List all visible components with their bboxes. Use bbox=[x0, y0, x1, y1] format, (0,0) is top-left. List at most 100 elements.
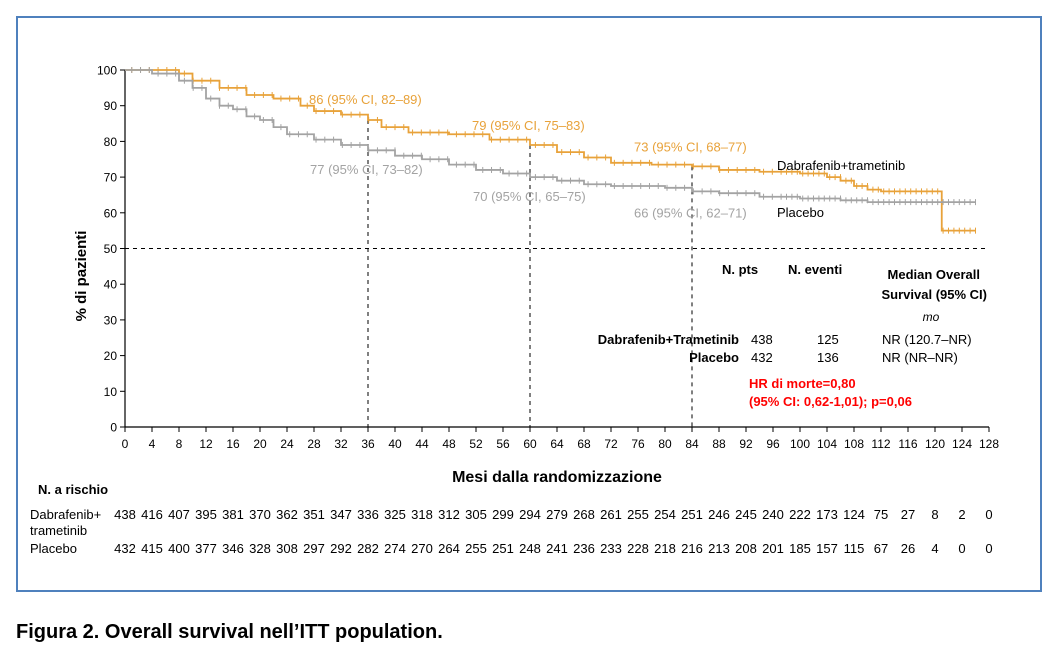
at-risk-value: 294 bbox=[519, 507, 541, 522]
y-tick-label: 80 bbox=[104, 135, 118, 149]
x-tick-label: 92 bbox=[739, 437, 753, 451]
at-risk-value: 362 bbox=[276, 507, 298, 522]
x-tick-label: 104 bbox=[817, 437, 837, 451]
at-risk-value: 0 bbox=[958, 541, 965, 556]
at-risk-value: 228 bbox=[627, 541, 649, 556]
at-risk-value: 261 bbox=[600, 507, 622, 522]
x-tick-label: 128 bbox=[979, 437, 999, 451]
ci-annotation: 73 (95% CI, 68–77) bbox=[634, 139, 747, 154]
y-tick-label: 60 bbox=[104, 206, 118, 220]
at-risk-value: 251 bbox=[681, 507, 703, 522]
x-tick-label: 60 bbox=[523, 437, 537, 451]
at-risk-value: 8 bbox=[931, 507, 938, 522]
y-tick-label: 40 bbox=[104, 278, 118, 292]
x-tick-label: 76 bbox=[631, 437, 645, 451]
summary-table: N. pts N. eventi Median Overall Survival… bbox=[598, 262, 987, 365]
at-risk-value: 264 bbox=[438, 541, 460, 556]
x-tick-label: 108 bbox=[844, 437, 864, 451]
at-risk-values: 438 416 407 395 381 370 362 351 347 336 325 318 312 3… bbox=[114, 507, 992, 556]
y-tick-label: 0 bbox=[110, 421, 117, 435]
at-risk-value: 395 bbox=[195, 507, 217, 522]
at-risk-value: 297 bbox=[303, 541, 325, 556]
at-risk-value: 222 bbox=[789, 507, 811, 522]
ci-annotation: 86 (95% CI, 82–89) bbox=[309, 92, 422, 107]
at-risk-value: 185 bbox=[789, 541, 811, 556]
at-risk-value: 67 bbox=[874, 541, 888, 556]
at-risk-value: 347 bbox=[330, 507, 352, 522]
at-risk-value: 75 bbox=[874, 507, 888, 522]
at-risk-value: 292 bbox=[330, 541, 352, 556]
survival-curves bbox=[125, 67, 976, 234]
at-risk-value: 438 bbox=[114, 507, 136, 522]
x-tick-label: 88 bbox=[712, 437, 726, 451]
at-risk-value: 351 bbox=[303, 507, 325, 522]
at-risk-value: 274 bbox=[384, 541, 406, 556]
at-risk-value: 328 bbox=[249, 541, 271, 556]
x-tick-label: 96 bbox=[766, 437, 780, 451]
row-n-placebo: 432 bbox=[751, 350, 773, 365]
at-risk-value: 2 bbox=[958, 507, 965, 522]
at-risk-value: 248 bbox=[519, 541, 541, 556]
x-tick-label: 52 bbox=[469, 437, 483, 451]
ci-annotations: 86 (95% CI, 82–89) 79 (95% CI, 75–83) 73 (… bbox=[309, 92, 747, 220]
ci-annotation: 70 (95% CI, 65–75) bbox=[473, 189, 586, 204]
x-tick-label: 20 bbox=[253, 437, 267, 451]
at-risk-value: 270 bbox=[411, 541, 433, 556]
x-tick-label: 16 bbox=[226, 437, 240, 451]
figure-caption: Figura 2. Overall survival nell’ITT popu… bbox=[16, 621, 443, 643]
at-risk-value: 216 bbox=[681, 541, 703, 556]
x-tick-label: 32 bbox=[334, 437, 348, 451]
at-risk-value: 4 bbox=[931, 541, 938, 556]
figure-frame: 0 10 20 30 40 50 60 70 80 90 100 0 4 8 12 16 20 24 28 32 36… bbox=[16, 16, 1042, 592]
x-tick-label: 28 bbox=[307, 437, 321, 451]
x-ticks: 0 4 8 12 16 20 24 28 32 36 40 44 48 52 56 60 64 68 72 76 80 8… bbox=[122, 427, 999, 451]
x-tick-label: 44 bbox=[415, 437, 429, 451]
header-n-pts: N. pts bbox=[722, 262, 758, 277]
ci-annotation: 79 (95% CI, 75–83) bbox=[472, 118, 585, 133]
at-risk-value: 312 bbox=[438, 507, 460, 522]
at-risk-value: 115 bbox=[844, 541, 865, 556]
x-tick-label: 80 bbox=[658, 437, 672, 451]
y-tick-label: 30 bbox=[104, 313, 118, 327]
x-axis-label: Mesi dalla randomizzazione bbox=[452, 469, 662, 486]
at-risk-value: 432 bbox=[114, 541, 136, 556]
at-risk-value: 416 bbox=[141, 507, 163, 522]
row-n-dabrafenib: 438 bbox=[751, 332, 773, 347]
x-tick-label: 0 bbox=[122, 437, 129, 451]
row-events-placebo: 136 bbox=[817, 350, 839, 365]
x-tick-label: 116 bbox=[898, 437, 917, 451]
at-risk-value: 27 bbox=[901, 507, 915, 522]
at-risk-value: 26 bbox=[901, 541, 915, 556]
survival-curve-placebo bbox=[125, 69, 976, 203]
at-risk-value: 299 bbox=[492, 507, 514, 522]
at-risk-value: 279 bbox=[546, 507, 568, 522]
curve-label-placebo: Placebo bbox=[777, 205, 824, 220]
at-risk-value: 241 bbox=[546, 541, 568, 556]
at-risk-value: 251 bbox=[492, 541, 514, 556]
x-tick-label: 64 bbox=[550, 437, 564, 451]
at-risk-value: 246 bbox=[708, 507, 730, 522]
x-tick-label: 100 bbox=[790, 437, 810, 451]
at-risk-value: 346 bbox=[222, 541, 244, 556]
at-risk-value: 233 bbox=[600, 541, 622, 556]
at-risk-value: 377 bbox=[195, 541, 217, 556]
at-risk-value: 370 bbox=[249, 507, 271, 522]
at-risk-label-dabrafenib-2: trametinib bbox=[30, 523, 87, 538]
header-n-eventi: N. eventi bbox=[788, 262, 842, 277]
at-risk-value: 236 bbox=[573, 541, 595, 556]
at-risk-value: 318 bbox=[411, 507, 433, 522]
ci-annotation: 77 (95% CI, 73–82) bbox=[310, 162, 423, 177]
y-tick-label: 10 bbox=[104, 385, 118, 399]
at-risk-value: 208 bbox=[735, 541, 757, 556]
at-risk-value: 305 bbox=[465, 507, 487, 522]
y-axis-label: % di pazienti bbox=[73, 231, 90, 322]
header-median-1: Median Overall bbox=[888, 267, 980, 282]
at-risk-title: N. a rischio bbox=[38, 482, 108, 497]
at-risk-value: 240 bbox=[762, 507, 784, 522]
at-risk-value: 0 bbox=[985, 507, 992, 522]
at-risk-value: 400 bbox=[168, 541, 190, 556]
at-risk-value: 407 bbox=[168, 507, 190, 522]
at-risk-value: 245 bbox=[735, 507, 757, 522]
at-risk-label-placebo: Placebo bbox=[30, 541, 77, 556]
x-tick-label: 12 bbox=[199, 437, 213, 451]
